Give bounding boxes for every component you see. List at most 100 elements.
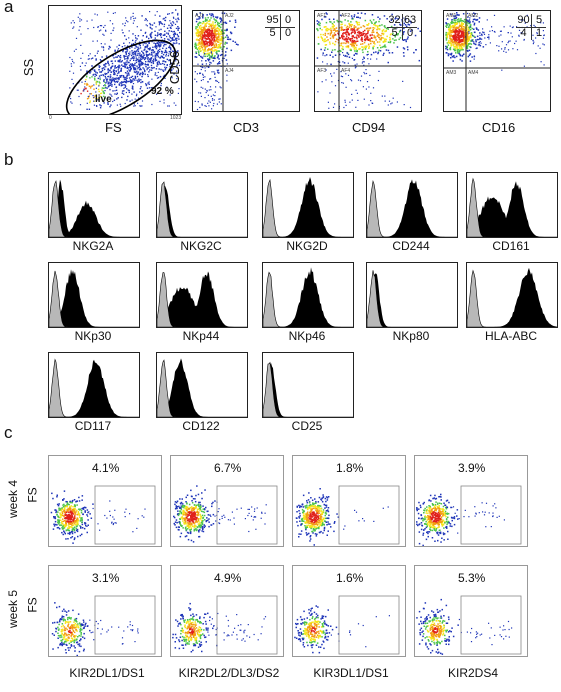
gate-event-dot [164, 77, 166, 79]
gate-event-dot [117, 49, 119, 51]
kir-event-dot [434, 512, 436, 514]
quadrant-event-dot [466, 25, 468, 27]
quadrant-event-dot [211, 108, 213, 110]
quadrant-event-dot [208, 35, 210, 37]
quadrant-event-dot [210, 37, 212, 39]
histogram-svg [263, 361, 353, 417]
quadrant-event-dot [217, 23, 219, 26]
quadrant-event-dot [335, 38, 338, 40]
kir-event-dot [182, 505, 184, 507]
quadrant-event-dot [209, 55, 211, 57]
kir-event-dot [191, 519, 194, 522]
quadrant-event-dot [383, 40, 386, 43]
quadrant-event-dot [455, 32, 457, 34]
gate-event-dot [114, 49, 116, 51]
quadrant-event-dot [234, 26, 236, 28]
kir-event-dot [185, 496, 187, 499]
kir-event-dot [66, 517, 68, 520]
kir-event-dot [187, 532, 190, 534]
kir-event-dot [204, 489, 206, 491]
gate-event-dot [72, 72, 75, 74]
kir-event-dot [307, 518, 309, 520]
gate-event-dot [172, 12, 174, 14]
quadrant-event-dot [459, 46, 462, 48]
kir-event-dot [201, 514, 204, 517]
kir-event-dot [201, 530, 203, 532]
gate-event-dot [118, 61, 120, 63]
quadrant-event-dot [217, 36, 220, 38]
gate-event-dot [156, 65, 158, 67]
gate-event-dot [163, 25, 165, 28]
gate-event-dot [162, 51, 164, 53]
kir-event-dot [425, 526, 428, 529]
gate-event-dot [132, 51, 134, 54]
kir-event-dot [194, 500, 197, 503]
quadrant-event-dot [319, 24, 321, 27]
quadrant-event-dot [339, 53, 341, 56]
kir-event-dot [310, 509, 313, 512]
gate-event-dot [125, 38, 127, 41]
kir-event-dot [218, 522, 220, 524]
gate-event-dot [131, 81, 133, 83]
quadrant-event-dot [194, 71, 196, 73]
quadrant-event-dot [332, 23, 334, 26]
gate-event-dot [132, 66, 134, 68]
quadrant-event-dot [449, 23, 451, 26]
quadrant-event-dot [347, 46, 350, 49]
gate-event-dot [169, 94, 171, 96]
gate-event-dot [146, 64, 148, 66]
gate-event-dot [139, 58, 142, 60]
gate-event-dot [146, 67, 148, 69]
kir-event-dot [207, 510, 209, 512]
quadrant-event-dot [228, 38, 230, 41]
quadrant-event-dot [453, 31, 456, 33]
gate-event-dot [141, 61, 143, 64]
quadrant-event-dot [204, 76, 206, 78]
quadrant-event-dot [378, 28, 381, 31]
histogram-nkp80 [366, 262, 458, 328]
quad-plot-1-ylabel: CD56 [167, 50, 183, 85]
quadrant-event-dot [378, 20, 380, 23]
quadrant-event-dot [318, 21, 320, 23]
gate-event-dot [130, 16, 132, 18]
kir-event-dot [199, 508, 201, 510]
gate-event-dot [129, 66, 131, 68]
kir-event-dot [327, 496, 330, 498]
kir-event-dot [310, 513, 312, 515]
gate-event-dot [172, 39, 174, 41]
quadrant-event-dot [386, 18, 388, 20]
kir-event-dot [448, 522, 450, 524]
gate-event-dot [104, 73, 107, 75]
quadrant-event-dot [402, 39, 404, 41]
quadrant-event-dot [347, 31, 349, 33]
quadrant-event-dot [202, 39, 204, 42]
kir-event-dot [315, 516, 318, 518]
quadrant-event-dot [341, 28, 343, 31]
quadrant-event-dot [372, 48, 374, 50]
gate-event-dot [157, 54, 159, 57]
gate-event-dot [104, 85, 107, 87]
kir-event-dot [436, 517, 439, 519]
kir-event-dot [76, 530, 79, 533]
quadrant-event-dot [376, 47, 379, 49]
quadrant-event-dot [354, 67, 356, 69]
quadrant-event-dot [217, 50, 220, 52]
gate-event-dot [172, 16, 175, 18]
kir-event-dot [68, 507, 71, 509]
kir-event-dot [229, 519, 231, 521]
quadrant-event-dot [216, 17, 218, 19]
quadrant-event-dot [196, 30, 199, 32]
gate-event-dot [126, 70, 129, 72]
gate-event-dot [121, 64, 123, 66]
quadrant-event-dot [220, 19, 223, 22]
quadrant-event-dot [214, 41, 216, 43]
quadrant-event-dot [330, 29, 332, 31]
kir-event-dot [428, 511, 431, 513]
kir-event-dot [437, 524, 440, 526]
quadrant-event-dot [462, 38, 464, 41]
gate-event-dot [138, 80, 140, 82]
quadrant-event-dot [358, 30, 360, 33]
quadrant-event-dot [469, 42, 471, 45]
kir-event-dot [191, 513, 193, 515]
gate-event-dot [86, 20, 88, 22]
